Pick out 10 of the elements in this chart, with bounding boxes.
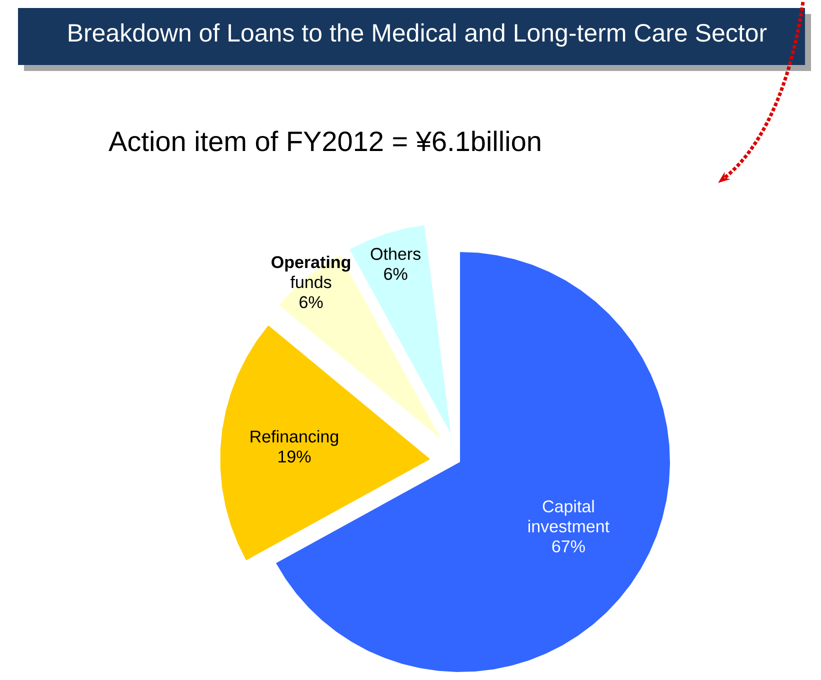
chart-title: Breakdown of Loans to the Medical and Long-term Care Sector [68, 23, 767, 47]
data-label: 19% [278, 450, 311, 463]
slice-label: Refinancing [250, 430, 338, 446]
data-label: 67% [552, 540, 585, 552]
slice-label: Capital investment [528, 500, 610, 532]
chart-subtitle: Action item of FY2012 = ¥6.1billion [108, 130, 540, 152]
data-label: 6% [384, 268, 408, 280]
slice-label: Others [370, 247, 420, 260]
data-label: 6% [300, 296, 323, 308]
slice-label: Operating funds [272, 256, 350, 288]
